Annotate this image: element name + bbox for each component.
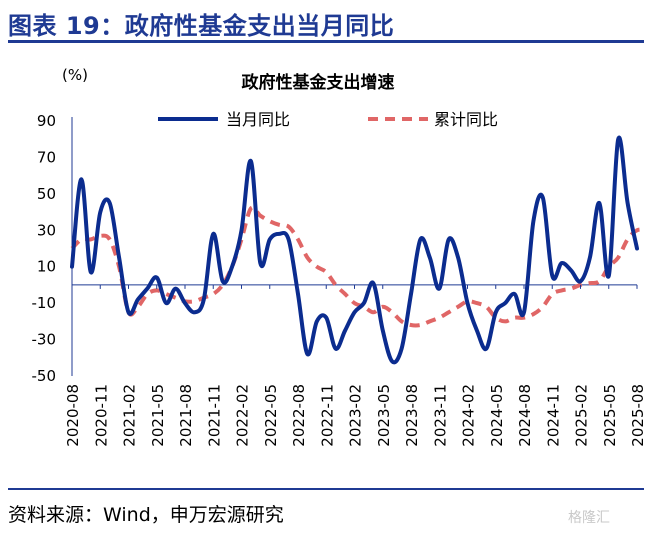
x-tick-label: 2022-08 <box>290 384 308 447</box>
x-tick-label: 2021-08 <box>177 384 195 447</box>
x-tick-label: 2025-05 <box>601 384 619 447</box>
legend-label: 当月同比 <box>226 110 290 129</box>
chart-title: 政府性基金支出增速 <box>242 72 395 93</box>
x-tick-label: 2021-11 <box>205 384 223 447</box>
x-tick-label: 2021-05 <box>149 384 167 447</box>
y-tick-label: 30 <box>37 221 56 239</box>
title-rule <box>8 40 644 43</box>
x-tick-label: 2023-02 <box>347 384 365 447</box>
x-tick-label: 2022-02 <box>234 384 252 447</box>
x-tick-label: 2024-11 <box>544 384 562 447</box>
x-tick-label: 2024-08 <box>516 384 534 447</box>
x-tick-label: 2024-05 <box>488 384 506 447</box>
x-tick-label: 2024-02 <box>460 384 478 447</box>
source-note: 资料来源：Wind，申万宏源研究 <box>8 504 284 526</box>
series-layer <box>70 135 647 365</box>
y-tick-label: 90 <box>37 112 56 130</box>
x-axis: 2020-08 2020-11 2021-02 2021-05 2021-08 2021-… <box>64 284 647 447</box>
x-tick-label: 2020-08 <box>64 384 82 447</box>
x-tick-label: 2023-08 <box>403 384 421 447</box>
x-tick-label: 2023-05 <box>375 384 393 447</box>
series-line-cumulative <box>70 205 647 328</box>
footer-rule <box>8 488 644 490</box>
y-tick-label: 10 <box>37 258 56 276</box>
x-tick-label: 2020-11 <box>92 384 110 447</box>
watermark-logo: 格隆汇 <box>568 510 610 526</box>
figure-title: 图表 19：政府性基金支出当月同比 <box>8 12 395 40</box>
x-tick-label: 2022-05 <box>262 384 280 447</box>
y-tick-label: -10 <box>32 294 57 312</box>
y-tick-label: -50 <box>32 367 57 385</box>
x-tick-label: 2021-02 <box>121 384 139 447</box>
y-axis: 90 70 50 30 10 -10 -30 -50 <box>32 112 57 385</box>
legend: 当月同比 累计同比 <box>158 110 498 129</box>
legend-label: 累计同比 <box>434 110 498 129</box>
y-axis-unit: (%) <box>62 66 88 84</box>
x-tick-label: 2022-11 <box>318 384 336 447</box>
y-tick-label: 50 <box>37 185 56 203</box>
series-line-monthly <box>70 135 639 365</box>
y-tick-label: 70 <box>37 148 56 166</box>
y-tick-label: -30 <box>32 331 57 349</box>
x-tick-label: 2025-02 <box>573 384 591 447</box>
x-tick-label: 2023-11 <box>431 384 449 447</box>
x-tick-label: 2025-08 <box>629 384 647 447</box>
